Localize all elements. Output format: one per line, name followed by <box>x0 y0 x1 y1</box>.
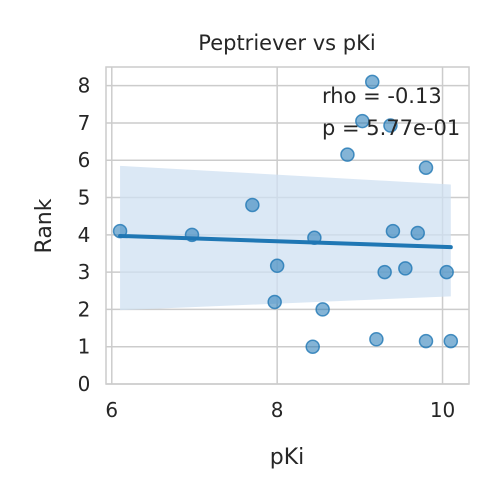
data-point <box>418 160 434 175</box>
data-point <box>307 230 322 246</box>
scatter-points <box>112 74 459 354</box>
data-point <box>267 294 282 310</box>
data-point <box>340 147 355 162</box>
regression-line-group <box>118 233 453 250</box>
y-tick-label: 3 <box>78 260 91 284</box>
data-point <box>410 225 425 241</box>
annotation-rho: rho = -0.13 <box>322 84 442 108</box>
data-point <box>439 264 454 280</box>
data-point <box>369 331 384 347</box>
y-tick-label: 0 <box>78 372 91 396</box>
y-tick-label: 2 <box>78 297 91 321</box>
confidence-band <box>120 165 451 311</box>
data-point <box>184 227 200 243</box>
y-tick-label: 5 <box>78 186 91 210</box>
x-tick-label: 8 <box>271 398 284 422</box>
data-point <box>305 339 320 354</box>
data-point <box>385 223 401 239</box>
data-point <box>443 333 459 349</box>
y-tick-label: 4 <box>78 223 91 247</box>
tick-labels: 6 8 10 0 1 2 3 4 5 6 7 8 <box>78 74 456 422</box>
y-tick-label: 1 <box>78 335 91 359</box>
x-axis-title: pKi <box>270 445 305 470</box>
y-axis-title: Rank <box>32 198 57 253</box>
data-point <box>245 197 260 213</box>
data-point <box>355 113 370 129</box>
y-tick-label: 8 <box>78 74 91 98</box>
y-tick-label: 7 <box>78 111 91 135</box>
data-point <box>398 261 413 276</box>
chart-title: Peptriever vs pKi <box>198 31 375 55</box>
data-point <box>269 258 285 274</box>
confidence-band-group <box>120 165 451 311</box>
data-point <box>365 74 380 90</box>
data-point <box>112 223 128 239</box>
x-tick-label: 10 <box>430 398 455 422</box>
annotation-p: p = 5.77e-01 <box>322 116 460 140</box>
y-tick-label: 6 <box>78 148 91 172</box>
data-point <box>418 333 434 349</box>
x-tick-label: 6 <box>105 398 118 422</box>
plot-frame <box>105 66 470 385</box>
data-point <box>383 118 398 133</box>
data-point <box>315 302 330 317</box>
data-point <box>377 264 392 280</box>
regression-line <box>118 233 453 250</box>
